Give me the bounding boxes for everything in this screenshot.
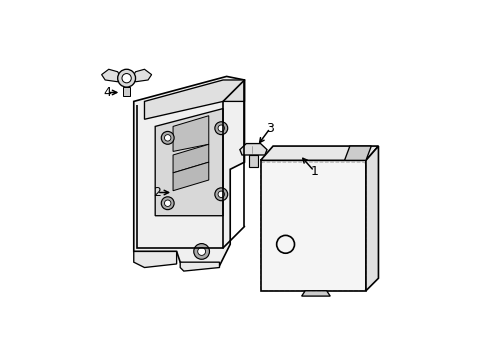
Polygon shape — [123, 87, 130, 96]
Polygon shape — [344, 146, 370, 160]
Circle shape — [122, 73, 131, 83]
Text: 1: 1 — [309, 165, 318, 177]
Polygon shape — [132, 69, 151, 82]
Polygon shape — [144, 80, 244, 119]
Circle shape — [214, 122, 227, 135]
Circle shape — [161, 131, 174, 144]
Polygon shape — [240, 144, 266, 155]
Text: 2: 2 — [153, 186, 161, 199]
Circle shape — [218, 191, 224, 198]
Text: 3: 3 — [266, 122, 274, 135]
Circle shape — [197, 248, 205, 255]
Polygon shape — [155, 109, 223, 216]
Circle shape — [164, 200, 171, 206]
Text: 4: 4 — [103, 86, 111, 99]
Circle shape — [214, 188, 227, 201]
Polygon shape — [134, 251, 176, 267]
Polygon shape — [365, 146, 378, 291]
Circle shape — [161, 197, 174, 210]
Polygon shape — [248, 155, 257, 167]
Polygon shape — [260, 160, 365, 291]
Polygon shape — [180, 262, 219, 271]
Polygon shape — [102, 69, 121, 82]
Circle shape — [218, 125, 224, 131]
Polygon shape — [173, 144, 208, 173]
Circle shape — [164, 135, 171, 141]
Circle shape — [118, 69, 135, 87]
Circle shape — [193, 244, 209, 259]
Polygon shape — [173, 162, 208, 191]
Polygon shape — [301, 291, 329, 296]
Polygon shape — [260, 146, 378, 160]
Polygon shape — [134, 76, 244, 269]
Polygon shape — [173, 116, 208, 152]
